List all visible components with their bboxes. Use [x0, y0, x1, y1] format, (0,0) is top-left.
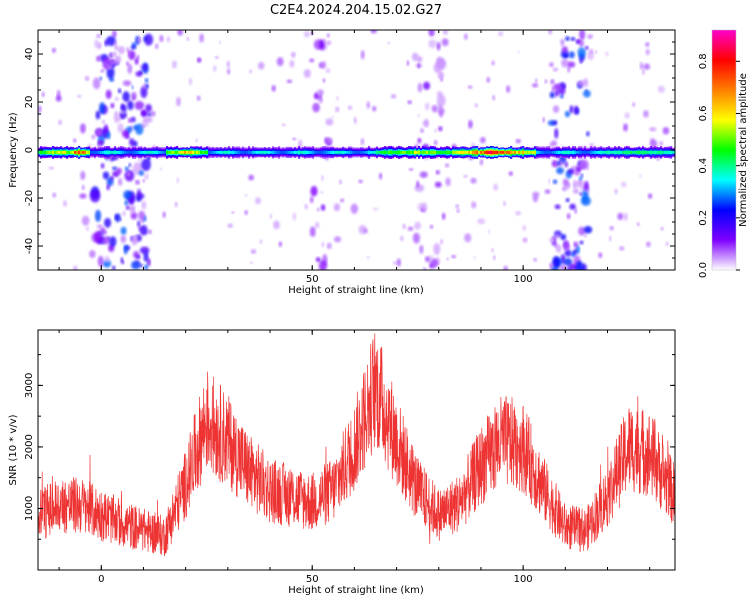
colorbar: 0.0 0.2 0.4 0.6 0.8 Normalized spectral ampl… [698, 29, 749, 278]
snr-series-line [38, 333, 675, 557]
x-tick-label: 0 [98, 274, 104, 285]
colorbar-tick-label: 0.2 [698, 210, 709, 226]
colorbar-scale [712, 30, 736, 270]
figure-title: C2E4.2024.204.15.02.G27 [270, 3, 442, 18]
y-tick-label: 20 [24, 96, 35, 109]
x-tick-label: 0 [98, 574, 104, 585]
zero-frequency-ridge [38, 145, 675, 159]
y-tick-label: -40 [24, 238, 35, 254]
y-tick-label: -20 [24, 190, 35, 206]
noise-blobs [38, 30, 670, 270]
colorbar-tick-label: 0.6 [698, 106, 709, 122]
spectrogram-panel: 0 50 100 -40 -20 0 20 40 Height of straight lin… [8, 29, 676, 296]
y-tick-label: 1000 [24, 496, 35, 521]
y-tick-label: 3000 [24, 373, 35, 398]
spectrogram-y-label: Frequency (Hz) [8, 112, 19, 188]
colorbar-tick-label: 0.4 [698, 158, 709, 174]
spectrogram-ticks: 0 50 100 -40 -20 0 20 40 [24, 29, 675, 285]
snr-panel: 0 50 100 1000 2000 3000 Height of straight li… [8, 329, 676, 596]
y-tick-label: 40 [24, 48, 35, 61]
colorbar-ticks: 0.0 0.2 0.4 0.6 0.8 [698, 53, 740, 278]
snr-y-label: SNR (10 * v/v) [8, 414, 19, 485]
x-tick-label: 50 [306, 574, 319, 585]
colorbar-tick-label: 0.8 [698, 53, 709, 69]
snr-ticks: 0 50 100 1000 2000 3000 [24, 330, 675, 585]
colorbar-label: Normalized spectral amplitude [738, 73, 749, 227]
y-tick-label: 0 [24, 147, 35, 153]
colorbar-tick-label: 0.0 [698, 262, 709, 278]
y-tick-label: 2000 [24, 434, 35, 459]
x-tick-label: 100 [514, 574, 533, 585]
snr-x-label: Height of straight line (km) [288, 585, 424, 596]
x-tick-label: 50 [306, 274, 319, 285]
snr-frame [37, 329, 676, 571]
x-tick-label: 100 [514, 274, 533, 285]
colorbar-frame [711, 29, 737, 271]
spectrogram-x-label: Height of straight line (km) [288, 285, 424, 296]
